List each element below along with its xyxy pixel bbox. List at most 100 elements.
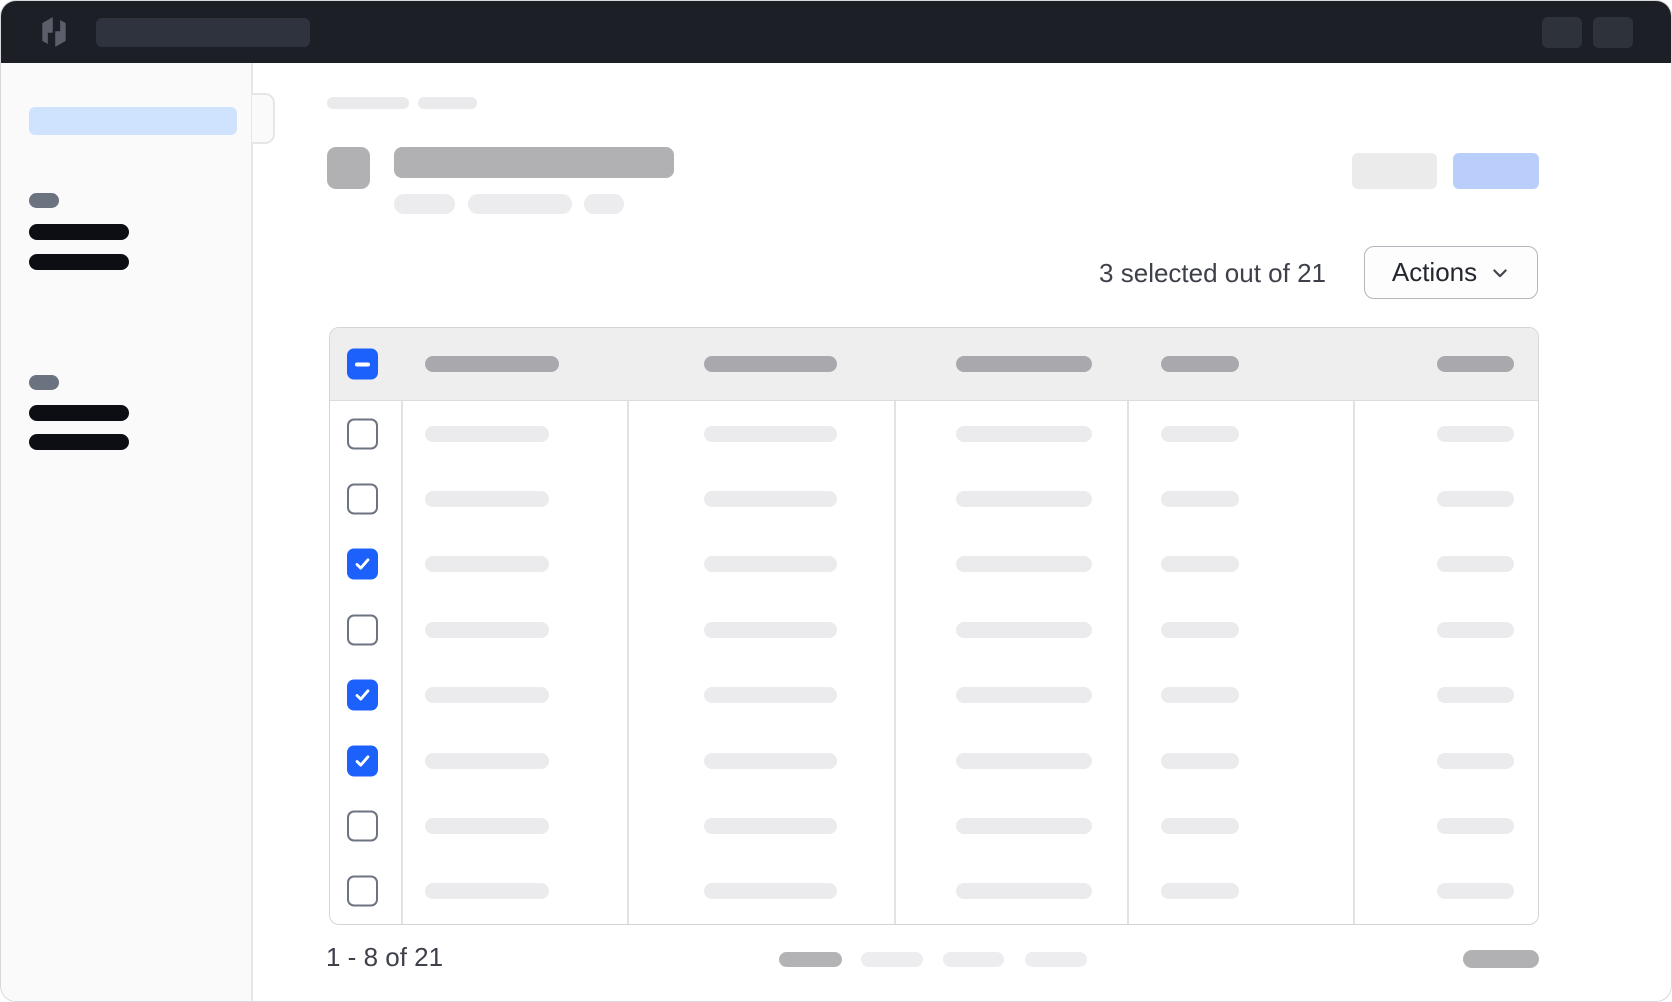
cell-skeleton (1437, 621, 1514, 638)
selection-summary: 3 selected out of 21 (1099, 258, 1326, 288)
topbar-button-skeleton[interactable] (1542, 16, 1582, 48)
cell-skeleton (1437, 425, 1514, 442)
cell-skeleton (1437, 752, 1514, 769)
breadcrumb-skeleton[interactable] (418, 97, 477, 109)
cell-skeleton (1161, 817, 1239, 834)
pagination-pill-skeleton[interactable] (861, 952, 923, 967)
actions-dropdown-button[interactable]: Actions (1364, 246, 1538, 299)
select-all-checkbox[interactable] (347, 348, 378, 380)
column-header-skeleton (956, 356, 1092, 372)
pagination-pill-skeleton[interactable] (943, 952, 1004, 967)
cell-skeleton (704, 883, 837, 900)
pagination-pill-skeleton[interactable] (1025, 952, 1087, 967)
table-header-row (330, 328, 1538, 401)
sidebar-selected-item-skeleton[interactable] (29, 107, 237, 135)
cell-skeleton (704, 752, 837, 769)
cell-skeleton (1161, 752, 1239, 769)
row-checkbox[interactable] (347, 745, 378, 777)
row-checkbox[interactable] (347, 483, 378, 515)
table-row[interactable] (330, 728, 1538, 793)
cell-skeleton (1437, 556, 1514, 573)
table-row[interactable] (330, 859, 1538, 924)
table-row[interactable] (330, 532, 1538, 597)
cell-skeleton (425, 687, 549, 704)
sidebar-item-skeleton[interactable] (29, 254, 129, 270)
row-checkbox[interactable] (347, 614, 378, 646)
breadcrumb-skeleton[interactable] (327, 97, 409, 109)
cell-skeleton (956, 883, 1092, 900)
sidebar-section-label-skeleton (29, 193, 59, 208)
data-table (329, 327, 1539, 925)
table-row[interactable] (330, 663, 1538, 728)
actions-button-label: Actions (1391, 257, 1478, 287)
row-checkbox[interactable] (347, 679, 378, 711)
table-row[interactable] (330, 793, 1538, 858)
cell-skeleton (425, 425, 549, 442)
cell-skeleton (1161, 883, 1239, 900)
column-header-skeleton (425, 356, 559, 372)
topbar-controls (1542, 16, 1633, 48)
indeterminate-icon (355, 362, 370, 366)
cell-skeleton (1437, 883, 1514, 900)
sidebar-item-skeleton[interactable] (29, 224, 129, 240)
badge-skeleton (468, 194, 572, 214)
column-divider (627, 328, 629, 924)
page-size-skeleton[interactable] (1463, 950, 1539, 968)
column-divider (401, 328, 403, 924)
table-row[interactable] (330, 401, 1538, 466)
cell-skeleton (1437, 687, 1514, 704)
cell-skeleton (956, 491, 1092, 508)
cell-skeleton (956, 687, 1092, 704)
cell-skeleton (1161, 621, 1239, 638)
cell-skeleton (1161, 687, 1239, 704)
sidebar (1, 63, 253, 1001)
search-input[interactable] (96, 17, 310, 47)
row-checkbox[interactable] (347, 548, 378, 580)
cell-skeleton (956, 621, 1092, 638)
badge-skeleton (584, 194, 624, 214)
cell-skeleton (425, 556, 549, 573)
column-divider (894, 328, 896, 924)
top-nav-bar (1, 1, 1671, 63)
pagination-pill-skeleton[interactable] (779, 952, 842, 967)
cell-skeleton (425, 752, 549, 769)
sidebar-item-skeleton[interactable] (29, 434, 129, 450)
sidebar-section-label-skeleton (29, 375, 59, 390)
cell-skeleton (1161, 491, 1239, 508)
cell-skeleton (956, 425, 1092, 442)
cell-skeleton (704, 425, 837, 442)
column-header-skeleton (1161, 356, 1239, 372)
cell-skeleton (704, 817, 837, 834)
chevron-down-icon (1490, 263, 1510, 283)
hashicorp-logo-icon (38, 16, 70, 48)
cell-skeleton (956, 752, 1092, 769)
main-content: 3 selected out of 21 Actions (253, 63, 1671, 1001)
cell-skeleton (956, 817, 1092, 834)
row-checkbox[interactable] (347, 418, 378, 450)
pagination-range-label: 1 - 8 of 21 (326, 942, 444, 972)
sidebar-item-skeleton[interactable] (29, 405, 129, 421)
cell-skeleton (1437, 817, 1514, 834)
cell-skeleton (425, 883, 549, 900)
cell-skeleton (704, 687, 837, 704)
cell-skeleton (704, 556, 837, 573)
row-checkbox[interactable] (347, 810, 378, 842)
cell-skeleton (425, 817, 549, 834)
primary-button-skeleton[interactable] (1453, 153, 1539, 189)
topbar-button-skeleton[interactable] (1593, 16, 1633, 48)
column-divider (1353, 328, 1355, 924)
cell-skeleton (1437, 491, 1514, 508)
cell-skeleton (704, 621, 837, 638)
cell-skeleton (425, 621, 549, 638)
sidebar-collapse-handle[interactable] (252, 93, 275, 144)
table-row[interactable] (330, 466, 1538, 531)
cell-skeleton (425, 491, 549, 508)
cell-skeleton (1161, 425, 1239, 442)
secondary-button-skeleton[interactable] (1352, 153, 1437, 189)
row-checkbox[interactable] (347, 875, 378, 907)
table-row[interactable] (330, 597, 1538, 662)
table-body (330, 401, 1538, 924)
column-header-skeleton (1437, 356, 1514, 372)
badge-skeleton (394, 194, 455, 214)
